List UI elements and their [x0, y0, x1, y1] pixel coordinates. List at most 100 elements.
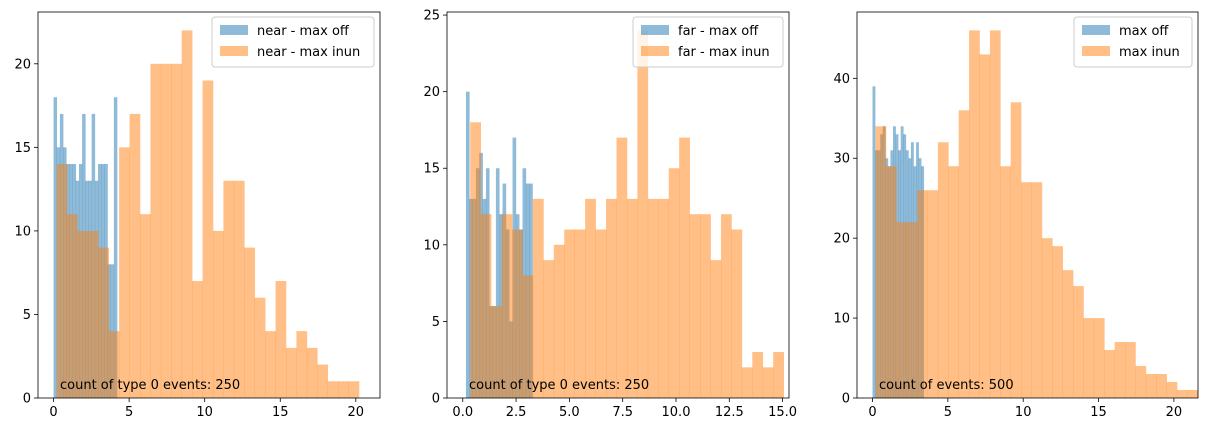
histogram-bar: [689, 214, 701, 398]
histogram-bar: [937, 142, 949, 398]
histogram-bar: [1145, 374, 1157, 398]
histogram-bar: [296, 331, 308, 398]
histogram-bar: [989, 30, 1001, 398]
histogram-bar: [1021, 182, 1032, 398]
x-tick-label: 7.5: [612, 405, 633, 420]
histogram-bar: [1114, 342, 1126, 398]
histogram-bar: [495, 168, 500, 398]
histogram-bar: [213, 230, 224, 398]
histogram-bar: [306, 347, 318, 398]
x-tick-label: 0: [868, 405, 876, 420]
event-count-annotation: count of type 0 events: 250: [469, 378, 649, 393]
histogram-bar: [512, 229, 523, 398]
legend-label: far - max off: [678, 24, 759, 39]
axes-frame: [856, 11, 1199, 399]
histogram-bar: [1104, 350, 1115, 398]
legend-frame: [632, 16, 784, 68]
y-tick-label: 10: [423, 238, 440, 253]
histogram-bar: [67, 214, 78, 398]
y-tick-label: 0: [842, 392, 850, 407]
event-count-annotation: count of events: 500: [879, 378, 1014, 393]
histogram-bar: [465, 91, 470, 398]
histogram-bar: [875, 126, 887, 398]
axes-frame: [37, 11, 381, 399]
x-tick-label: 15.0: [768, 405, 797, 420]
legend-frame: [211, 16, 375, 68]
x-tick-label: 15: [272, 405, 289, 420]
histogram-bar: [327, 381, 339, 398]
histogram-bar: [917, 190, 928, 398]
y-tick-label: 30: [833, 152, 850, 167]
x-tick-label: 2.5: [506, 405, 527, 420]
histogram-bar: [110, 264, 115, 398]
histogram-bar: [129, 113, 141, 398]
histogram-bar: [564, 229, 576, 398]
histogram-bar: [815, 352, 826, 398]
histogram-bar: [202, 80, 214, 398]
histogram-bar: [119, 147, 130, 398]
legend-label: max inun: [1119, 45, 1180, 60]
histogram-bar: [731, 229, 743, 398]
x-tick-label: 12.5: [715, 405, 744, 420]
series-2-bars: [56, 30, 360, 398]
histogram-bar: [585, 198, 596, 398]
histogram-bar: [553, 244, 565, 398]
axes-frame: [446, 11, 790, 399]
histogram-bar: [140, 214, 151, 398]
y-tick-label: 25: [423, 9, 440, 24]
histogram-bar: [896, 222, 908, 398]
histogram-bar: [1093, 318, 1105, 398]
histogram-bar: [108, 331, 120, 398]
histogram-bar: [160, 63, 172, 398]
histogram-bar: [1031, 182, 1043, 398]
histogram-bar: [606, 198, 617, 398]
legend-label: near - max off: [257, 24, 350, 39]
histogram-bar: [1156, 374, 1167, 398]
y-tick-label: 10: [833, 312, 850, 327]
subplot-2: 0.0 2.5 5.0 7.5 10.0 12.5 15.0 0 5 10 15 20 25 count …: [423, 9, 826, 420]
event-count-annotation: count of type 0 events: 250: [60, 378, 240, 393]
subplot-3: 0 5 10 15 20 0 10 20 30 40 count of events: 500 max…: [833, 11, 1199, 420]
x-tick-label: 10: [196, 405, 213, 420]
histogram-bar: [637, 30, 649, 398]
histogram-bar: [113, 97, 118, 398]
histogram-bar: [1187, 390, 1198, 398]
legend-swatch: [220, 46, 248, 56]
histogram-bar: [762, 367, 774, 398]
histogram-bar: [710, 260, 722, 398]
histogram-bar: [77, 230, 89, 398]
legend-label: far - max inun: [678, 45, 770, 60]
histogram-bar: [872, 86, 876, 398]
histogram-bar: [233, 180, 245, 398]
histogram-bar: [595, 229, 607, 398]
y-tick-label: 15: [14, 141, 31, 156]
histogram-bar: [885, 166, 897, 398]
histogram-bar: [574, 229, 586, 398]
x-tick-label: 15: [1090, 405, 1107, 420]
histogram-bar: [906, 222, 918, 398]
histogram-bar: [958, 110, 970, 398]
histogram-bar: [56, 164, 68, 398]
histogram-bar: [338, 381, 349, 398]
histogram-bar: [626, 198, 638, 398]
histogram-bar: [1000, 166, 1011, 398]
histogram-bar: [1177, 390, 1188, 398]
series-2-bars: [875, 30, 1198, 398]
histogram-bar: [98, 247, 110, 398]
histogram-bar: [927, 190, 939, 398]
y-tick-label: 5: [432, 315, 440, 330]
histogram-bar: [543, 260, 555, 398]
histogram-bars: [465, 30, 826, 398]
histogram-bar: [679, 137, 690, 398]
histogram-bars: [872, 30, 1198, 398]
histogram-bar: [223, 180, 235, 398]
legend-label: max off: [1119, 24, 1169, 39]
histogram-bar: [181, 30, 193, 398]
histogram-bar: [1073, 286, 1084, 398]
histogram-bar: [285, 347, 297, 398]
legend-swatch: [220, 25, 248, 35]
y-tick-label: 20: [14, 57, 31, 72]
histogram-bar: [480, 214, 492, 398]
legend-label: near - max inun: [257, 45, 360, 60]
